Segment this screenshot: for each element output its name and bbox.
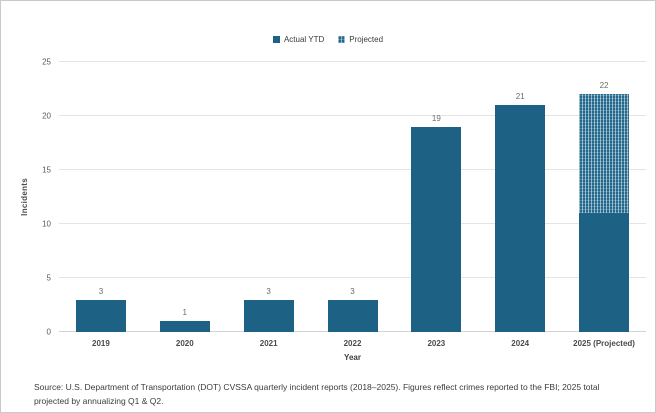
bar-projected-2025 (Projected): [579, 94, 630, 214]
source-note: Source: U.S. Department of Transportatio…: [34, 382, 600, 406]
bar-actual-2025 (Projected): [579, 213, 630, 332]
bar-value-label-2022: 3: [350, 286, 355, 296]
y-axis-title-text: Incidents: [19, 178, 29, 216]
x-tick-label-2021: 2021: [259, 339, 278, 348]
x-tick-label-2024: 2024: [511, 339, 530, 348]
bar-actual-2022: [327, 299, 378, 332]
y-tick-label-25: 25: [42, 57, 51, 67]
bar-value-label-2021: 3: [266, 286, 271, 296]
legend: Actual YTD Projected: [1, 35, 655, 44]
y-tick-label-5: 5: [46, 273, 51, 283]
x-tick-label-2022: 2022: [343, 339, 362, 348]
bar-actual-2021: [243, 299, 294, 332]
x-tick-label-2020: 2020: [175, 339, 194, 348]
x-tick-label-2019: 2019: [92, 339, 110, 348]
x-axis-title: Year: [344, 353, 361, 362]
gridline-25: [59, 61, 646, 62]
bar-value-label-2020: 1: [182, 308, 188, 318]
bar-value-label-2024: 21: [515, 92, 525, 102]
bar-value-label-2023: 19: [431, 113, 441, 123]
bar-actual-2019: [75, 299, 126, 332]
y-tick-label-0: 0: [46, 327, 51, 337]
hatched-swatch-icon: [338, 36, 346, 43]
y-tick-label-15: 15: [42, 165, 51, 175]
y-tick-label-20: 20: [42, 111, 51, 121]
solid-swatch-icon: [272, 36, 280, 43]
bar-actual-2024: [495, 105, 546, 332]
legend-item-solid: Actual YTD: [272, 35, 325, 44]
bar-value-label-2019: 3: [98, 286, 104, 296]
gridline-15: [59, 169, 646, 170]
legend-label-hatched: Projected: [349, 35, 384, 44]
gridline-10: [59, 223, 646, 224]
plot-area: 0 5 10 15 20 25 3 2019 1 2020 3 2021 3 2022 19 2023 21 20…: [42, 58, 646, 348]
y-tick-label-10: 10: [42, 219, 51, 229]
x-tick-label-2023: 2023: [427, 339, 446, 348]
x-tick-label-2025 (Projected): 2025 (Projected): [573, 339, 635, 348]
bar-value-label-2025 (Projected): 22: [599, 81, 609, 91]
bar-actual-2020: [159, 321, 210, 332]
legend-item-hatched: Projected: [338, 35, 383, 44]
gridline-20: [59, 115, 646, 116]
y-axis-title: Incidents: [17, 62, 31, 332]
bar-actual-2023: [411, 126, 462, 332]
legend-label-solid: Actual YTD: [283, 35, 325, 44]
gridline-5: [59, 277, 646, 278]
